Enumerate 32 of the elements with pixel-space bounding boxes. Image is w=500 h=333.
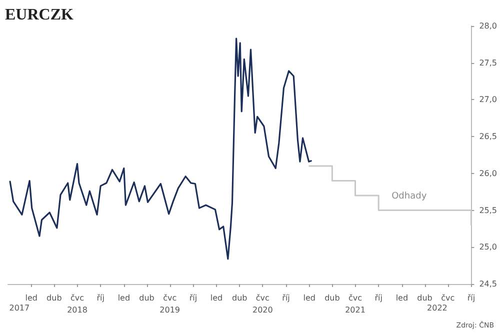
x-tick-label: led <box>118 294 130 302</box>
x-tick-label: říj <box>96 294 104 302</box>
x2-tick-label: 2017 <box>9 304 30 312</box>
y-tick-label: 27,5 <box>479 58 497 68</box>
x-tick-label: dub <box>232 294 248 302</box>
y-tick-label: 26,5 <box>479 132 497 142</box>
x-tick-label: čvc 2019 <box>160 294 180 314</box>
x-tick-label: led <box>25 294 38 302</box>
y-tick-label: 26,0 <box>479 168 497 178</box>
y-tick-label: 27,0 <box>479 95 497 104</box>
x-tick-label: čvc 2021 <box>345 294 366 314</box>
x2-tick-label: 2022 <box>427 304 448 312</box>
y-tick-label: 25,0 <box>479 242 497 252</box>
x-tick-label: dub <box>46 294 62 302</box>
x-tick-label: dub <box>417 294 432 302</box>
series-label: Odhady <box>392 191 428 202</box>
x-tick-label: čvc <box>441 294 455 302</box>
x-tick-label: říj <box>189 294 198 302</box>
x-tick-label: dub <box>139 294 154 302</box>
x-tick-label: led <box>210 294 223 302</box>
y-tick-label: 28,0 <box>479 22 497 30</box>
x-tick-label: čvc 2020 <box>252 294 273 314</box>
chart-title: EURCZK <box>5 6 74 24</box>
y-tick-label: 25,5 <box>479 206 497 215</box>
x-tick-label: říj <box>467 294 476 302</box>
x-tick-label: led <box>303 294 316 302</box>
x-tick-label: led <box>396 294 408 302</box>
y-tick-label: 24,5 <box>479 280 497 288</box>
x-tick-label: říj <box>282 294 290 302</box>
x-tick-label: říj <box>374 294 382 302</box>
x-tick-label: dub <box>324 294 340 302</box>
x-tick-label: čvc 2018 <box>67 294 88 314</box>
